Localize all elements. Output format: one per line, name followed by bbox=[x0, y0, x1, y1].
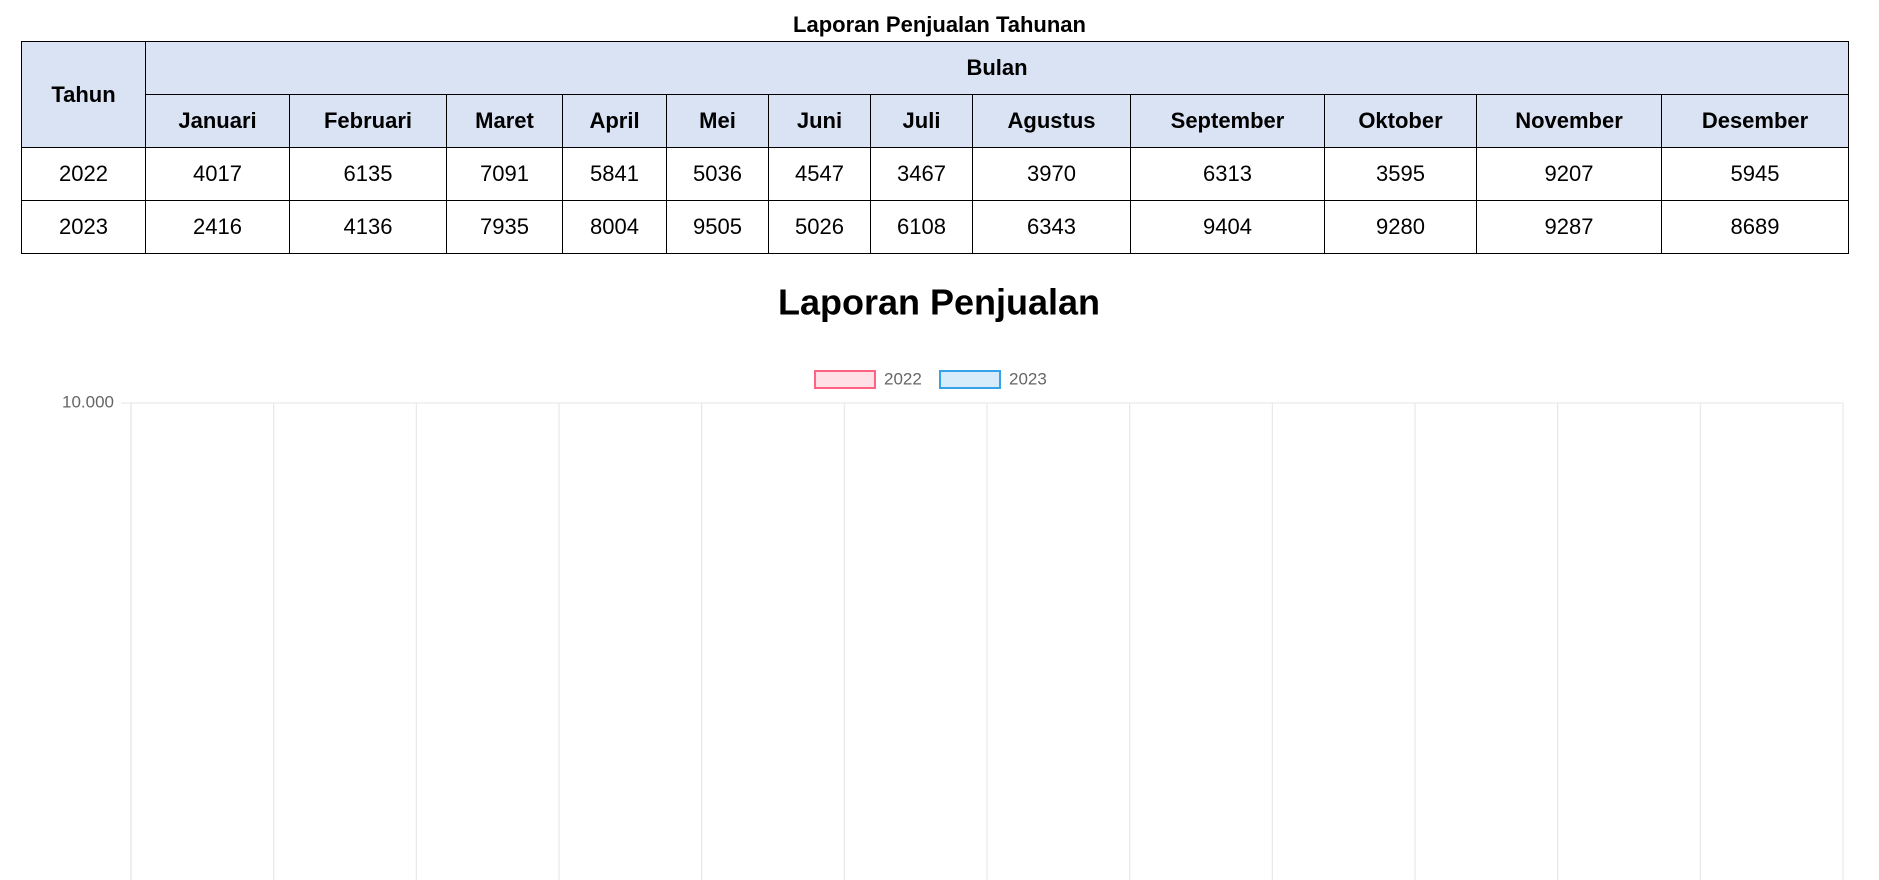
month-header: Oktober bbox=[1324, 94, 1477, 148]
year-header: Tahun bbox=[21, 41, 146, 148]
cell: 4017 bbox=[145, 147, 290, 201]
legend-swatch bbox=[814, 370, 876, 389]
month-header: Mei bbox=[666, 94, 769, 148]
cell: 4547 bbox=[768, 147, 871, 201]
cell: 6343 bbox=[972, 200, 1131, 254]
cell: 7091 bbox=[446, 147, 563, 201]
month-header: November bbox=[1476, 94, 1662, 148]
cell: 5036 bbox=[666, 147, 769, 201]
group-header: Bulan bbox=[144, 41, 1850, 95]
month-header: Juni bbox=[768, 94, 871, 148]
y-tick-label: 10.000 bbox=[62, 392, 114, 411]
cell: 9287 bbox=[1476, 200, 1662, 254]
legend-swatch bbox=[939, 370, 1001, 389]
month-header: Maret bbox=[446, 94, 563, 148]
cell: 9404 bbox=[1130, 200, 1325, 254]
month-header: Januari bbox=[145, 94, 290, 148]
cell: 3595 bbox=[1324, 147, 1477, 201]
cell: 7935 bbox=[446, 200, 563, 254]
cell: 2023 bbox=[21, 200, 146, 254]
cell: 5945 bbox=[1660, 147, 1850, 201]
cell: 6313 bbox=[1130, 147, 1325, 201]
month-header: Agustus bbox=[972, 94, 1131, 148]
cell: 4136 bbox=[289, 200, 447, 254]
cell: 2416 bbox=[145, 200, 290, 254]
month-header: Juli bbox=[870, 94, 973, 148]
legend-label: 2022 bbox=[884, 369, 922, 388]
cell: 9207 bbox=[1476, 147, 1662, 201]
header-row: Januari Februari Maret April Mei Juni Juli Agus… bbox=[22, 94, 1850, 148]
cell: 3970 bbox=[972, 147, 1131, 201]
cell: 9280 bbox=[1324, 200, 1477, 254]
data-row: 2023 2416 4136 7935 8004 9505 5026 6108 6343 9404… bbox=[21, 200, 1850, 254]
month-header: September bbox=[1130, 94, 1325, 148]
header-row: Tahun Bulan bbox=[21, 41, 1850, 148]
legend-label: 2023 bbox=[1009, 369, 1047, 388]
cell: 6108 bbox=[870, 200, 973, 254]
month-header: April bbox=[562, 94, 667, 148]
cell: 8689 bbox=[1660, 200, 1850, 254]
month-header: Desember bbox=[1660, 94, 1850, 148]
chart-title: Laporan Penjualan bbox=[778, 282, 1100, 323]
table-title: Laporan Penjualan Tahunan bbox=[793, 12, 1086, 37]
sales-table: Tahun Bulan Januari Februari Maret April Mei Ju… bbox=[21, 41, 1850, 254]
cell: 9505 bbox=[666, 200, 769, 254]
